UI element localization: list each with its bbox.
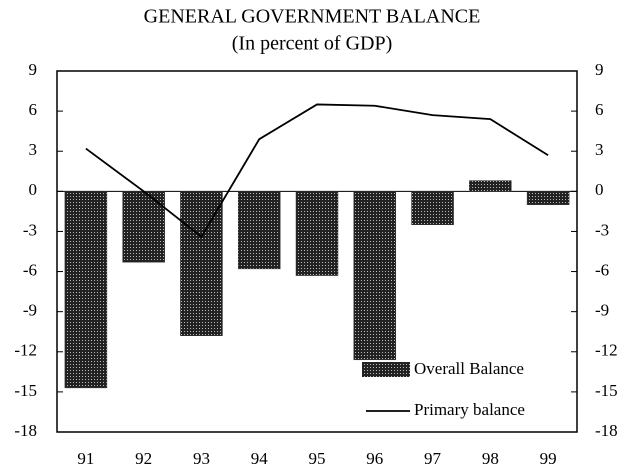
bar (237, 191, 281, 270)
bar (64, 191, 108, 389)
legend-label: Overall Balance (414, 359, 524, 378)
plot-frame (56, 70, 578, 433)
y-tick-label: -9 (23, 301, 37, 320)
y-tick-label: -3 (23, 220, 37, 239)
bar (526, 191, 570, 205)
x-tick-label: 98 (482, 449, 499, 468)
x-tick-label: 92 (135, 449, 152, 468)
y2-tick-label: -18 (595, 421, 618, 440)
y-tick-label: -18 (14, 421, 37, 440)
y2-tick-label: -3 (595, 220, 609, 239)
y-tick-label: -12 (14, 341, 37, 360)
bar (353, 191, 397, 361)
bar (411, 191, 454, 226)
line (85, 103, 549, 239)
bar (180, 191, 223, 336)
bar (295, 191, 339, 276)
y2-tick-label: 3 (595, 140, 604, 159)
chart-subtitle: (In percent of GDP) (232, 33, 393, 55)
x-tick-label: 95 (309, 449, 326, 468)
x-tick-label: 91 (77, 449, 94, 468)
y-tick-label: 6 (29, 100, 38, 119)
x-tick-label: 96 (366, 449, 383, 468)
y-tick-label: -15 (14, 381, 37, 400)
y-tick-label: -6 (23, 260, 37, 279)
y2-tick-label: -15 (595, 381, 618, 400)
y2-tick-label: -6 (595, 260, 609, 279)
y2-tick-label: 0 (595, 180, 604, 199)
x-tick-label: 94 (251, 449, 269, 468)
y2-tick-label: 6 (595, 100, 604, 119)
legend-swatch (362, 362, 410, 377)
legend-label: Primary balance (414, 400, 525, 419)
x-tick-label: 97 (424, 449, 442, 468)
x-tick-label: 93 (193, 449, 210, 468)
x-tick-label: 99 (540, 449, 557, 468)
bar (469, 180, 512, 192)
chart-title: GENERAL GOVERNMENT BALANCE (144, 6, 481, 28)
y-tick-label: 0 (29, 180, 38, 199)
y2-tick-label: 9 (595, 60, 604, 79)
y2-tick-label: -12 (595, 341, 618, 360)
y-tick-label: 9 (29, 60, 38, 79)
y2-tick-label: -9 (595, 301, 609, 320)
y-tick-label: 3 (29, 140, 38, 159)
